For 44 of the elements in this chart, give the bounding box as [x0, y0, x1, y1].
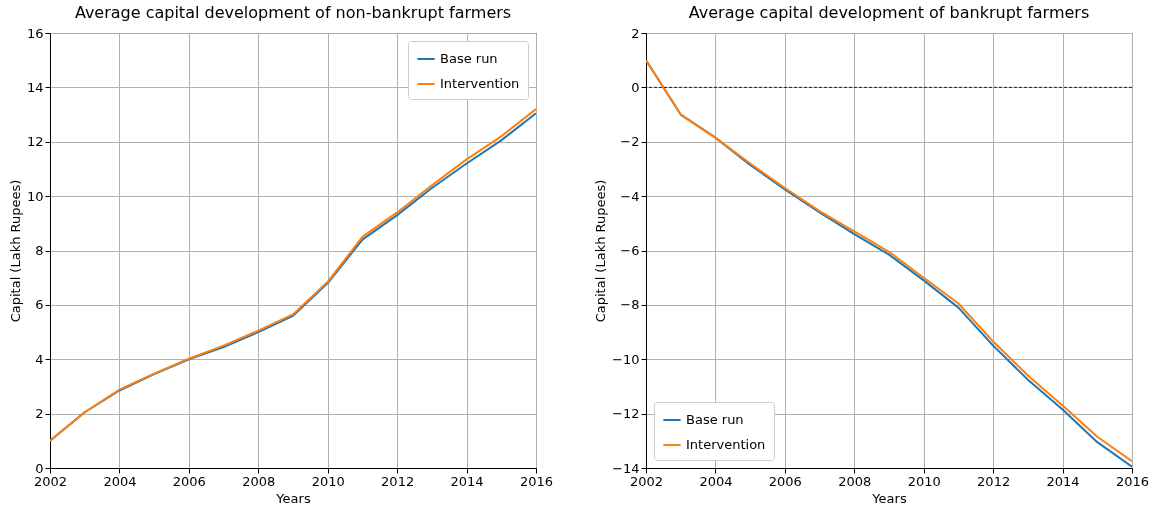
- chart-title: Average capital development of bankrupt farmers: [688, 3, 1090, 22]
- y-tick-label: 0: [631, 79, 640, 95]
- chart-title: Average capital development of non-bankrupt farmers: [74, 3, 512, 22]
- y-tick-label: 2: [35, 406, 44, 422]
- x-tick-label: 2010: [907, 473, 941, 489]
- legend-label: Intervention: [440, 76, 520, 91]
- x-axis-title: Years: [871, 490, 907, 506]
- y-tick-label: 14: [26, 79, 44, 95]
- y-axis-title: Capital (Lakh Rupees): [593, 179, 609, 323]
- x-tick-label: 2010: [311, 473, 345, 489]
- x-tick-label: 2008: [242, 473, 276, 489]
- x-axis-title: Years: [275, 490, 311, 506]
- y-tick-label: 8: [35, 243, 44, 258]
- y-tick-label: −4: [620, 188, 640, 204]
- y-tick-label: 0: [35, 460, 44, 476]
- x-tick-label: 2014: [1046, 473, 1080, 489]
- y-axis-title: Capital (Lakh Rupees): [7, 179, 23, 323]
- y-tick-label: −12: [612, 406, 640, 422]
- y-tick-label: 6: [35, 297, 44, 313]
- x-tick-label: 2016: [519, 473, 554, 489]
- x-tick-label: 2002: [33, 473, 68, 489]
- legend-label: Intervention: [686, 437, 766, 452]
- x-tick-label: 2014: [450, 473, 484, 489]
- x-tick-label: 2012: [977, 473, 1011, 489]
- x-tick-label: 2004: [103, 473, 137, 489]
- legend-label: Base run: [440, 51, 498, 66]
- y-tick-label: 12: [26, 134, 44, 150]
- legend-label: Base run: [686, 412, 744, 427]
- x-tick-label: 2016: [1115, 473, 1150, 489]
- x-tick-label: 2004: [699, 473, 733, 489]
- x-tick-label: 2006: [172, 473, 206, 489]
- y-tick-label: −8: [620, 297, 640, 313]
- y-tick-label: 16: [26, 25, 44, 41]
- y-tick-label: 4: [35, 351, 44, 367]
- y-tick-label: −14: [612, 460, 640, 476]
- y-tick-label: −2: [620, 134, 640, 150]
- y-tick-label: −6: [620, 243, 640, 258]
- x-tick-label: 2008: [838, 473, 872, 489]
- x-tick-label: 2006: [768, 473, 802, 489]
- x-tick-label: 2002: [629, 473, 664, 489]
- x-tick-label: 2012: [381, 473, 415, 489]
- y-tick-label: 10: [26, 188, 44, 204]
- y-tick-label: 2: [631, 25, 640, 41]
- y-tick-label: −10: [612, 351, 640, 367]
